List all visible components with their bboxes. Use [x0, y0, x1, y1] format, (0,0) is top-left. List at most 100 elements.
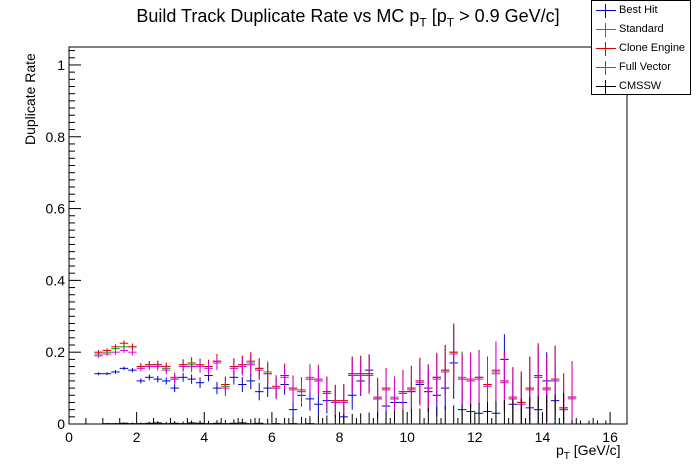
data-point-full-vector	[263, 362, 272, 385]
data-point-best-hit	[170, 384, 179, 393]
data-point-full-vector	[145, 362, 154, 371]
data-point-full-vector	[280, 365, 289, 390]
data-point-cmssw	[162, 421, 171, 425]
data-point-best-hit	[119, 366, 129, 371]
data-point-full-vector	[424, 364, 433, 412]
data-point-full-vector	[221, 380, 230, 396]
data-point-best-hit	[128, 367, 137, 373]
x-tick-label: 12	[467, 429, 483, 445]
data-point-full-vector	[305, 365, 315, 393]
data-point-best-hit	[212, 381, 222, 395]
data-point-cmssw	[305, 416, 315, 425]
data-point-full-vector	[356, 357, 365, 394]
y-tick-label: 1	[57, 57, 65, 73]
data-point-cmssw	[559, 393, 568, 425]
legend-marker-icon	[596, 80, 616, 94]
legend-entry-clone-engine: Clone Engine	[592, 39, 690, 58]
legend-entry-cmssw: CMSSW	[592, 77, 690, 96]
x-tick-label: 16	[602, 429, 618, 445]
data-point-cmssw	[415, 408, 425, 425]
data-point-clone-engine	[119, 340, 129, 347]
legend-label: CMSSW	[619, 80, 662, 92]
data-point-full-vector	[229, 360, 239, 377]
data-point-cmssw	[153, 421, 162, 424]
data-point-best-hit	[314, 392, 323, 417]
data-point-best-hit	[153, 375, 162, 383]
x-tick-label: 10	[399, 429, 415, 445]
data-point-best-hit	[178, 373, 188, 382]
data-point-full-vector	[415, 359, 425, 406]
data-point-full-vector	[331, 386, 340, 419]
data-point-cmssw	[500, 400, 509, 425]
data-point-full-vector	[246, 355, 255, 375]
data-point-full-vector	[339, 385, 348, 419]
data-point-cmssw	[381, 411, 391, 425]
data-point-full-vector	[314, 366, 323, 396]
x-tick-label: 14	[535, 429, 551, 445]
x-tick-label: 8	[336, 429, 344, 445]
x-tick-label: 0	[65, 429, 73, 445]
data-point-full-vector	[466, 354, 475, 408]
legend-marker-icon	[596, 61, 616, 75]
data-point-best-hit	[255, 383, 264, 401]
data-point-full-vector	[567, 362, 577, 424]
data-point-cmssw	[145, 421, 154, 424]
data-point-full-vector	[407, 367, 416, 413]
data-point-full-vector	[474, 351, 484, 407]
legend-marker-icon	[596, 4, 616, 18]
data-point-full-vector	[381, 369, 391, 410]
data-point-full-vector	[111, 349, 120, 355]
data-point-full-vector	[162, 365, 171, 375]
y-tick-label: 0.8	[46, 129, 66, 145]
legend-entry-full-vector: Full Vector	[592, 58, 690, 77]
data-point-clone-engine	[111, 344, 120, 350]
data-point-cmssw	[508, 399, 518, 425]
data-point-cmssw	[390, 410, 399, 425]
data-point-cmssw	[550, 394, 560, 425]
data-point-cmssw	[356, 413, 365, 425]
data-point-cmssw	[280, 417, 289, 425]
legend-marker-icon	[596, 42, 616, 56]
legend-entry-best-hit: Best Hit	[592, 1, 690, 20]
data-point-cmssw	[136, 422, 146, 425]
data-point-full-vector	[449, 325, 458, 383]
data-point-full-vector	[170, 374, 179, 384]
data-point-cmssw	[178, 421, 188, 425]
y-tick-label: 0.2	[46, 344, 66, 360]
y-tick-label: 0.6	[46, 201, 66, 217]
legend: Best Hit Standard Clone Engine Full Vect…	[591, 0, 691, 95]
legend-label: Best Hit	[619, 4, 658, 16]
data-point-best-hit	[246, 372, 255, 390]
data-point-cmssw	[348, 413, 357, 425]
data-point-full-vector	[255, 360, 264, 381]
data-point-full-vector	[288, 377, 298, 403]
data-point-cmssw	[187, 420, 196, 424]
data-point-cmssw	[119, 422, 129, 424]
data-point-full-vector	[432, 354, 441, 404]
data-point-cmssw	[584, 420, 594, 425]
data-point-full-vector	[102, 351, 112, 357]
data-point-cmssw	[204, 420, 213, 425]
data-point-best-hit	[111, 370, 120, 374]
data-point-full-vector	[195, 360, 205, 373]
data-point-cmssw	[229, 419, 239, 424]
data-point-cmssw	[212, 420, 222, 424]
data-point-cmssw	[517, 398, 526, 425]
data-point-cmssw	[288, 417, 298, 425]
data-point-cmssw	[483, 402, 492, 425]
data-point-full-vector	[119, 347, 129, 354]
data-point-cmssw	[364, 412, 374, 425]
plot-frame	[68, 46, 628, 425]
data-point-full-vector	[457, 353, 467, 405]
data-point-full-vector	[94, 353, 103, 358]
x-tick-label: 6	[268, 429, 276, 445]
data-point-cmssw	[255, 418, 264, 424]
data-point-best-hit	[238, 376, 247, 393]
data-point-cmssw	[331, 415, 340, 425]
legend-entry-standard: Standard	[592, 20, 690, 39]
data-point-full-vector	[348, 358, 357, 393]
data-point-cmssw	[457, 404, 467, 425]
data-point-cmssw	[170, 421, 179, 424]
data-point-full-vector	[322, 378, 332, 409]
data-point-full-vector	[441, 346, 450, 398]
